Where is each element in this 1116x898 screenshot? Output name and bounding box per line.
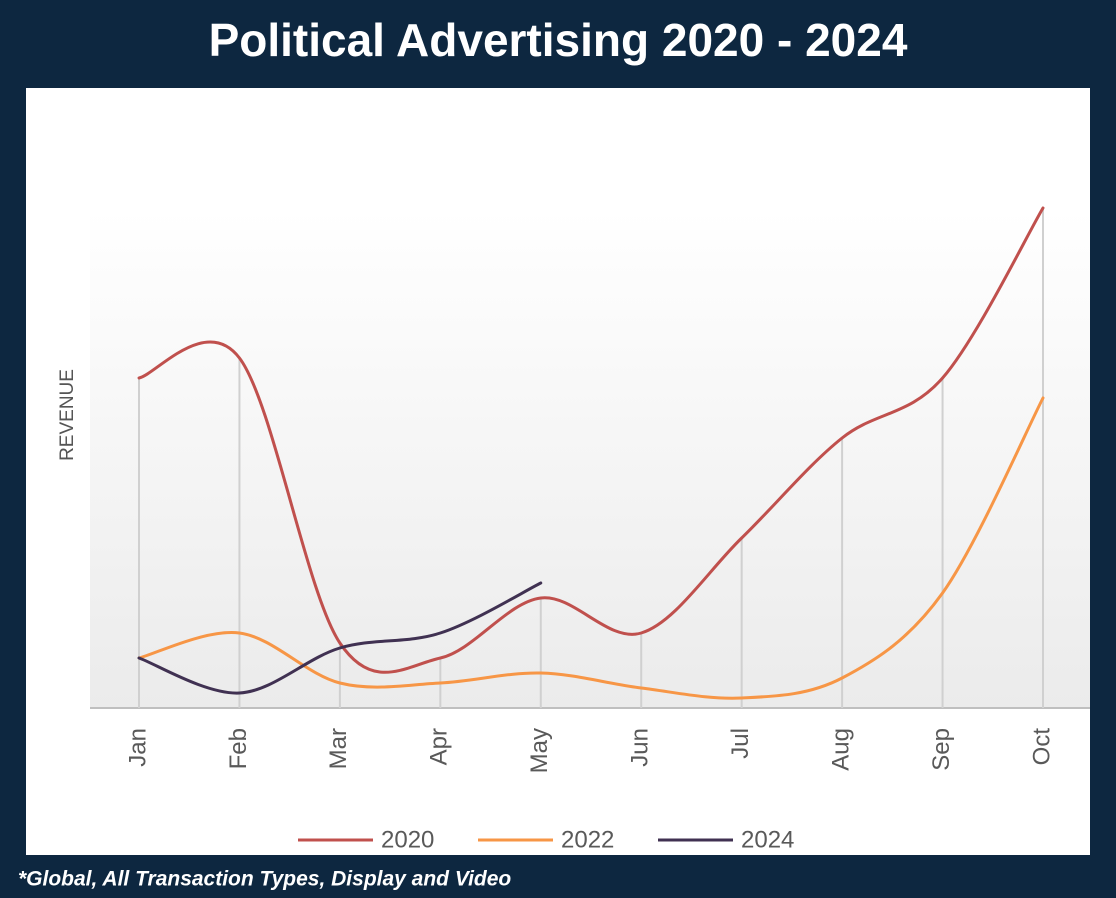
legend-label: 2024 (741, 826, 794, 853)
legend-label: 2020 (381, 826, 434, 853)
x-tick-label: Apr (426, 728, 453, 765)
x-tick-label: Feb (225, 728, 252, 769)
x-tick-label: Jul (727, 728, 754, 759)
x-tick-label: Mar (325, 728, 352, 769)
series-line (137, 396, 1045, 700)
x-tick-label: Aug (827, 728, 854, 771)
x-tick-label: Oct (1028, 728, 1055, 766)
x-tick-label: Jan (124, 728, 151, 767)
y-axis-label: REVENUE (57, 369, 78, 461)
chart-title: Political Advertising 2020 - 2024 (209, 14, 908, 66)
plot-area (90, 210, 1090, 708)
x-tick-label: May (526, 728, 553, 773)
x-tick-label: Sep (928, 728, 955, 771)
x-tick-label: Jun (627, 728, 654, 767)
footnote: *Global, All Transaction Types, Display … (18, 868, 511, 891)
legend-label: 2022 (561, 826, 614, 853)
series-line (137, 206, 1045, 674)
series-line (137, 581, 543, 695)
